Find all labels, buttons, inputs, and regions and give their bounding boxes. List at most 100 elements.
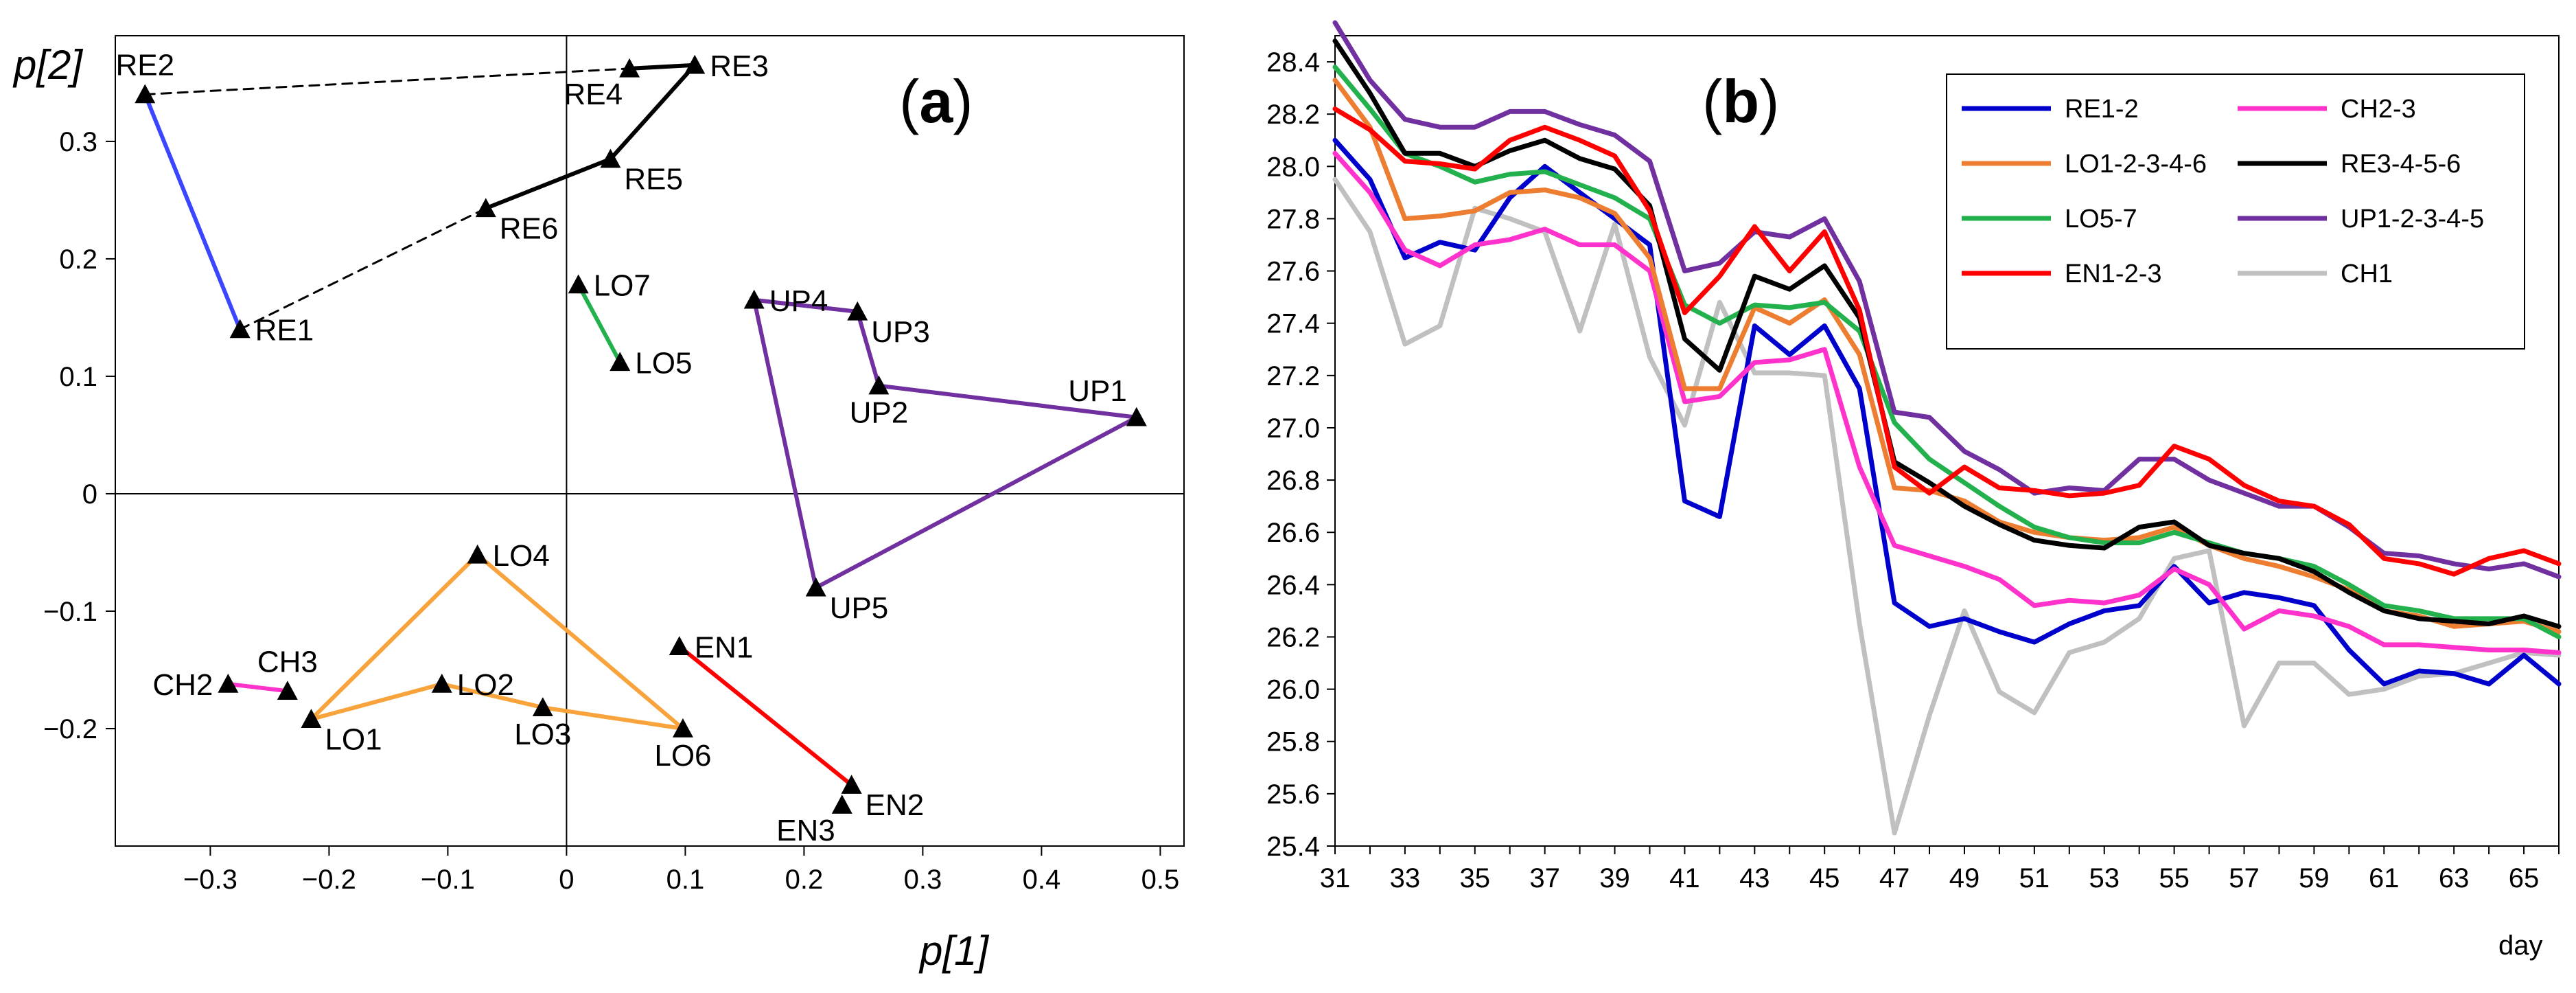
panel-b-xtick-label: 47	[1879, 863, 1910, 893]
panel-a-ylabel: p[2]	[12, 42, 83, 88]
panel-b-xtick-label: 57	[2229, 863, 2260, 893]
panel-b-xtick-label: 61	[2369, 863, 2400, 893]
point-re3	[684, 54, 706, 74]
panel-a-label: (a)	[899, 67, 973, 135]
panel-b-xlabel: day	[2498, 931, 2543, 961]
segment-lo1-lo4	[309, 552, 480, 722]
point-ch2	[218, 674, 239, 693]
panel-a-ytick-label: −0.1	[43, 597, 97, 627]
point-re1	[229, 319, 251, 339]
point-en3	[831, 795, 852, 814]
panel-a-ytick-label: 0.2	[59, 244, 97, 275]
point-up3	[847, 301, 868, 321]
panel-b-xtick-label: 49	[1949, 863, 1980, 893]
panel-b-ytick-label: 27.2	[1266, 361, 1320, 391]
panel-a-ytick-label: 0.3	[59, 127, 97, 157]
panel-a-xtick-label: 0.5	[1141, 865, 1180, 895]
panel-b-ytick-label: 25.8	[1266, 727, 1320, 757]
point-en2	[841, 775, 862, 794]
legend-label-ch1: CH1	[2341, 260, 2393, 288]
panel-b-ytick-label: 28.2	[1266, 100, 1320, 130]
panel-a-ticks: −0.3 −0.2 −0.1 0 0.1 0.2 0.3 0.4 0.5 0.3 0.2 0.1 0 −0…	[43, 127, 1179, 895]
point-label-re1: RE1	[255, 314, 314, 347]
segment-up5-up4	[752, 297, 818, 590]
legend-label-lo5-7: LO5-7	[2065, 205, 2137, 233]
legend-label-re1-2: RE1-2	[2065, 95, 2139, 124]
panel-b-xtick-label: 39	[1599, 863, 1630, 893]
panel-b-xtick-label: 31	[1320, 863, 1351, 893]
segment-up4-up3	[752, 297, 860, 314]
segment-en1-en2	[677, 644, 854, 788]
legend-label-re3-4-5-6: RE3-4-5-6	[2341, 150, 2461, 179]
segment-up1-up5	[813, 415, 1139, 590]
panel-b-ytick-label: 27.4	[1266, 309, 1320, 339]
panel-b-line-chart: 31 33 35 37 39 41 43 45 47 49 51 53 55 57 59 61 63 65 25.4…	[1266, 20, 2562, 961]
panel-b-ytick-label: 27.6	[1266, 257, 1320, 287]
series-line-lo5-7	[1332, 65, 2562, 639]
point-label-lo5: LO5	[635, 346, 692, 380]
panel-b-ytick-label: 27.8	[1266, 204, 1320, 234]
segment-ch2-ch3	[226, 682, 290, 694]
point-lo4	[467, 544, 488, 564]
legend-label-ch2-3: CH2-3	[2341, 95, 2416, 124]
point-lo1	[301, 709, 322, 729]
panel-a-xlabel: p[1]	[918, 928, 989, 974]
point-label-lo4: LO4	[493, 539, 550, 573]
point-label-lo6: LO6	[654, 739, 711, 773]
point-label-ch3: CH3	[257, 645, 318, 678]
panel-a-xtick-label: 0.3	[904, 865, 942, 895]
segment-up2-up1	[877, 383, 1139, 420]
point-lo6	[672, 718, 693, 738]
segment-re2-re3	[143, 64, 696, 96]
point-re4	[619, 58, 640, 78]
panel-b-ytick-label: 26.8	[1266, 466, 1320, 496]
point-lo5	[610, 352, 631, 372]
point-label-up1: UP1	[1068, 374, 1127, 408]
point-label-re4: RE4	[564, 78, 623, 111]
segment-re5-re3	[608, 62, 697, 161]
point-label-up4: UP4	[769, 284, 828, 318]
panel-a-xtick-label: 0.1	[666, 865, 705, 895]
panel-b-ytick-label: 26.6	[1266, 518, 1320, 548]
segment-up3-up2	[855, 309, 881, 388]
point-label-re2: RE2	[115, 49, 174, 82]
point-lo3	[532, 697, 553, 716]
segment-lo4-lo6	[475, 552, 685, 731]
panel-b-lines	[1332, 20, 2562, 836]
panel-b-label: (b)	[1702, 67, 1779, 135]
point-label-lo1: LO1	[325, 722, 382, 756]
legend-label-lo1-2-3-4-6: LO1-2-3-4-6	[2065, 150, 2207, 179]
panel-b-ticks: 31 33 35 37 39 41 43 45 47 49 51 53 55 57 59 61 63 65 25.4…	[1266, 47, 2560, 893]
panel-a-xtick-label: 0	[559, 865, 574, 895]
panel-a-xtick-label: −0.2	[302, 865, 356, 895]
point-label-re6: RE6	[500, 212, 559, 245]
panel-b-ytick-label: 25.4	[1266, 832, 1320, 862]
legend-label-en1-2-3: EN1-2-3	[2065, 260, 2162, 288]
panel-a-ytick-label: −0.2	[43, 714, 97, 744]
point-up1	[1126, 407, 1147, 426]
segment-re1-re6	[239, 207, 487, 331]
segment-lo7-lo5	[576, 282, 623, 365]
panel-b-xtick-label: 33	[1390, 863, 1421, 893]
panel-b-ytick-label: 28.4	[1266, 47, 1320, 78]
point-label-en3: EN3	[776, 814, 835, 847]
panel-b-xtick-label: 65	[2509, 863, 2540, 893]
point-label-lo2: LO2	[457, 668, 514, 702]
segment-re6-re5	[483, 157, 613, 211]
point-up5	[805, 577, 826, 597]
point-label-en2: EN2	[866, 788, 925, 822]
point-en1	[669, 636, 690, 656]
point-label-up2: UP2	[850, 396, 909, 430]
panel-a-xtick-label: 0.4	[1023, 865, 1061, 895]
panel-a-scatter: −0.3 −0.2 −0.1 0 0.1 0.2 0.3 0.4 0.5 0.3 0.2 0.1 0 −0…	[12, 35, 1185, 974]
series-line-ch2-3	[1332, 150, 2562, 655]
point-lo2	[431, 674, 452, 693]
panel-b-ytick-label: 26.4	[1266, 570, 1320, 600]
panel-a-xtick-label: −0.1	[421, 865, 475, 895]
point-label-up5: UP5	[830, 591, 889, 625]
panel-a-point-labels: RE2 RE1 RE3 RE4 RE5 RE6 LO7 LO5 UP4 UP3 UP2 UP1 UP5 L…	[115, 49, 1126, 848]
panel-b-xtick-label: 37	[1529, 863, 1560, 893]
panel-b-xtick-label: 51	[2019, 863, 2050, 893]
panel-b-xtick-label: 45	[1809, 863, 1840, 893]
point-ch3	[277, 681, 298, 700]
